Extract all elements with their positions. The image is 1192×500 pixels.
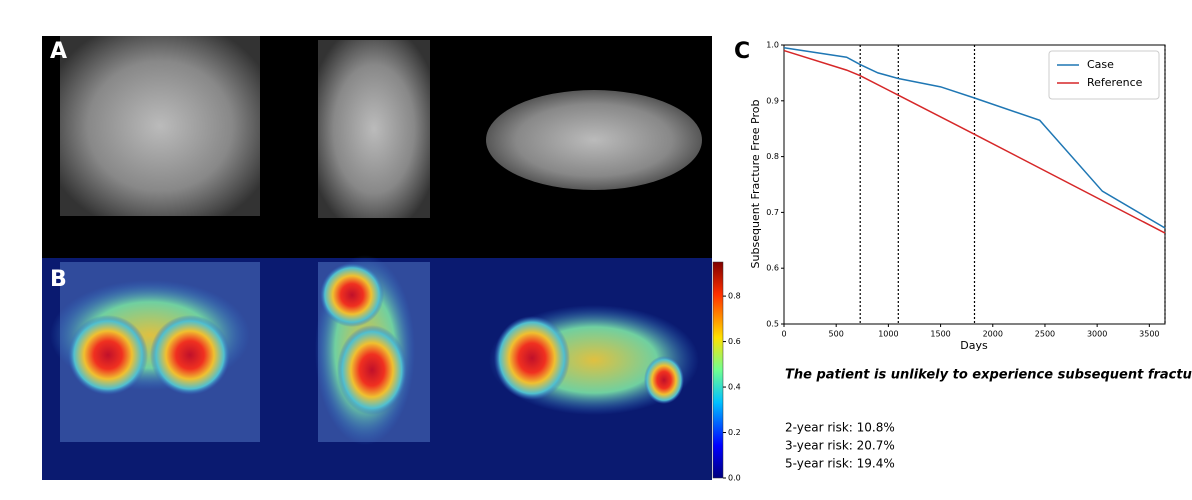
colorbar-tick-label: 0.2 (728, 428, 741, 437)
x-axis-label: Days (960, 339, 988, 352)
risk: 3-year risk: 20.7% (785, 439, 895, 453)
colorbar-tick-label: 0.4 (728, 383, 741, 392)
line (783, 47, 1166, 229)
risk: 5-year risk: 19.4% (785, 457, 895, 471)
x-tick-label: 2000 (983, 330, 1003, 339)
y-axis-label: Subsequent Fracture Free Prob (749, 100, 762, 269)
x-tick-label: 3500 (1139, 330, 1159, 339)
panel-label: C (734, 39, 750, 64)
image-panels (42, 36, 724, 480)
y-tick-label: 0.5 (766, 320, 779, 329)
x-tick-label: 0 (781, 330, 786, 339)
x-tick-label: 2500 (1035, 330, 1055, 339)
y-tick-label: 0.8 (766, 152, 779, 161)
panel-label: B (50, 267, 67, 292)
y-tick-label: 0.9 (766, 96, 779, 105)
x-tick-label: 1000 (878, 330, 898, 339)
y-tick-label: 0.6 (766, 264, 779, 273)
colorbar-tick-label: 0.0 (728, 474, 741, 483)
line (783, 49, 1166, 234)
y-tick-label: 0.7 (766, 208, 779, 217)
x-tick-label: 1500 (930, 330, 950, 339)
x-tick-label: 500 (829, 330, 844, 339)
legend-box (1048, 50, 1160, 100)
y-tick-label: 1.0 (766, 41, 779, 50)
risk: 2-year risk: 10.8% (785, 421, 895, 435)
colorbar-tick-label: 0.8 (728, 292, 741, 301)
verdict: The patient is unlikely to experience su… (785, 368, 1192, 383)
x-tick-label: 3000 (1087, 330, 1107, 339)
legend-label: Case (1087, 58, 1114, 71)
legend-label: Reference (1087, 76, 1143, 89)
panel-label: A (50, 39, 67, 64)
colorbar-tick-label: 0.6 (728, 337, 741, 346)
